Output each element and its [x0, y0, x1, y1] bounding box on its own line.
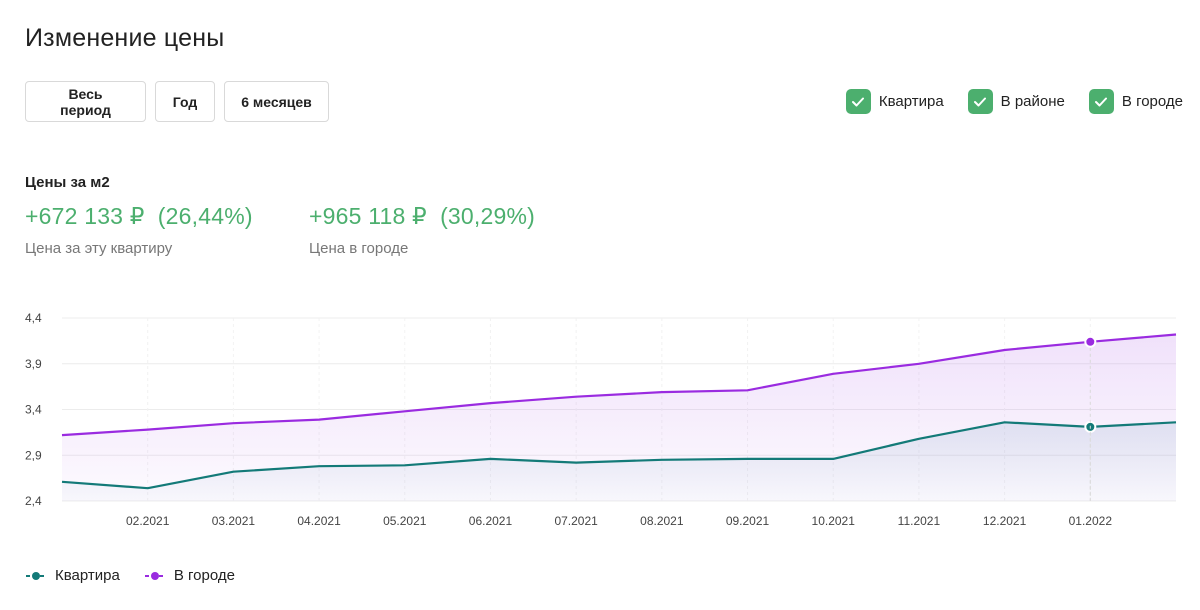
y-tick-label: 3,9 [25, 357, 42, 371]
x-tick-label: 01.2022 [1069, 514, 1113, 528]
filter-district-label: В районе [1000, 93, 1065, 110]
filter-district[interactable]: В районе [967, 89, 1065, 114]
series-line-city [61, 333, 1177, 437]
stat-apartment: +672 133 ₽ (26,44%) Цена за эту квартиру [25, 203, 253, 257]
stat-city-value: +965 118 ₽ (30,29%) [309, 203, 535, 229]
x-tick-label: 03.2021 [212, 514, 256, 528]
x-tick-label: 10.2021 [812, 514, 856, 528]
stat-city: +965 118 ₽ (30,29%) Цена в городе [309, 203, 535, 257]
page-title: Изменение цены [25, 24, 225, 52]
x-tick-label: 11.2021 [898, 514, 941, 528]
legend-city-swatch [144, 571, 165, 580]
series-line-apartment [61, 421, 1177, 490]
y-tick-label: 4,4 [25, 311, 42, 325]
period-all-button[interactable]: Весь период [25, 81, 146, 122]
x-tick-label: 06.2021 [469, 514, 513, 528]
period-year-button[interactable]: Год [155, 81, 215, 122]
stats-subtitle: Цены за м2 [25, 174, 110, 191]
y-tick-label: 2,9 [25, 448, 42, 462]
filter-apartment-label: Квартира [878, 93, 944, 110]
period-selector: Весь период Год 6 месяцев [25, 81, 329, 122]
stat-apartment-value: +672 133 ₽ (26,44%) [25, 203, 253, 229]
x-tick-label: 07.2021 [554, 514, 598, 528]
legend-apartment-swatch [26, 571, 46, 580]
y-tick-label: 3,4 [25, 403, 42, 417]
legend-city: В городе [144, 567, 235, 584]
x-tick-label: 08.2021 [640, 514, 684, 528]
legend-city-label: В городе [173, 567, 235, 584]
x-tick-label: 09.2021 [726, 514, 770, 528]
filter-apartment[interactable]: Квартира [845, 89, 944, 114]
stat-city-caption: Цена в городе [309, 240, 409, 257]
check-icon[interactable] [967, 89, 993, 114]
check-icon[interactable] [1088, 89, 1114, 114]
period-six-months-button[interactable]: 6 месяцев [224, 81, 329, 122]
filter-city[interactable]: В городе [1088, 89, 1183, 114]
filter-city-label: В городе [1121, 93, 1183, 110]
stat-apartment-caption: Цена за эту квартиру [25, 240, 173, 257]
x-tick-label: 12.2021 [983, 514, 1027, 528]
price-chart: 2,4 2,9 3,4 3,9 4,4 02.2021 03.2021 04.2021 05.… [25, 311, 1177, 528]
legend-apartment: Квартира [25, 567, 120, 584]
series-filters: Квартира В районе В городе [845, 89, 1183, 114]
y-tick-label: 2,4 [25, 494, 42, 508]
chart-legend: Квартира В городе [25, 567, 235, 584]
check-icon[interactable] [845, 89, 871, 114]
x-tick-label: 02.2021 [126, 514, 170, 528]
x-tick-label: 05.2021 [383, 514, 427, 528]
series-marker-city [1084, 335, 1097, 348]
legend-apartment-label: Квартира [55, 567, 120, 584]
x-tick-label: 04.2021 [297, 514, 341, 528]
